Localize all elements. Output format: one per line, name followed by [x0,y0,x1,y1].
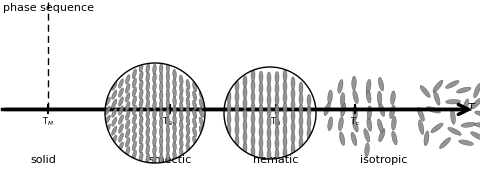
Ellipse shape [392,131,397,145]
Ellipse shape [367,106,372,120]
Ellipse shape [392,116,396,130]
Ellipse shape [366,89,371,103]
Ellipse shape [367,117,372,131]
Ellipse shape [440,138,451,149]
Ellipse shape [328,117,333,131]
Ellipse shape [324,102,330,116]
Ellipse shape [378,77,384,91]
Ellipse shape [340,93,345,107]
Ellipse shape [366,79,371,93]
Ellipse shape [475,123,480,128]
Ellipse shape [341,103,346,117]
Ellipse shape [445,81,459,88]
Ellipse shape [470,132,480,140]
Ellipse shape [364,129,370,142]
Text: phase sequence: phase sequence [3,3,94,13]
Ellipse shape [390,105,395,119]
Ellipse shape [365,143,370,157]
Ellipse shape [391,91,395,105]
Ellipse shape [456,87,471,93]
Ellipse shape [338,80,343,93]
Ellipse shape [353,90,358,104]
Text: isotropic: isotropic [360,155,408,165]
Ellipse shape [459,140,473,145]
Ellipse shape [463,99,469,113]
Ellipse shape [471,98,480,109]
Ellipse shape [379,129,385,142]
Ellipse shape [328,90,332,104]
Ellipse shape [351,132,357,146]
Ellipse shape [377,91,382,105]
Text: smectic: smectic [149,155,192,165]
Text: T$_{c}$: T$_{c}$ [350,115,360,128]
Ellipse shape [420,86,430,97]
Ellipse shape [338,117,343,131]
Text: nematic: nematic [253,155,299,165]
Text: T$_{Sm}$: T$_{Sm}$ [162,115,179,128]
Text: solid: solid [30,155,56,165]
Ellipse shape [426,107,441,113]
Ellipse shape [451,109,456,124]
Ellipse shape [377,119,383,133]
Ellipse shape [445,100,461,104]
Ellipse shape [434,91,440,105]
Ellipse shape [353,106,358,120]
Ellipse shape [474,84,480,98]
Ellipse shape [433,80,443,92]
Text: T$_{M}$: T$_{M}$ [42,115,54,128]
Ellipse shape [352,119,358,132]
Ellipse shape [339,132,345,146]
Ellipse shape [419,120,424,134]
Ellipse shape [475,111,480,117]
Ellipse shape [418,107,424,121]
Ellipse shape [424,131,429,146]
Ellipse shape [379,103,385,116]
Text: T: T [468,103,475,113]
Ellipse shape [448,127,461,135]
Text: T$_{N}$: T$_{N}$ [270,115,282,128]
Ellipse shape [352,76,356,90]
Ellipse shape [431,123,443,133]
Ellipse shape [461,122,476,127]
